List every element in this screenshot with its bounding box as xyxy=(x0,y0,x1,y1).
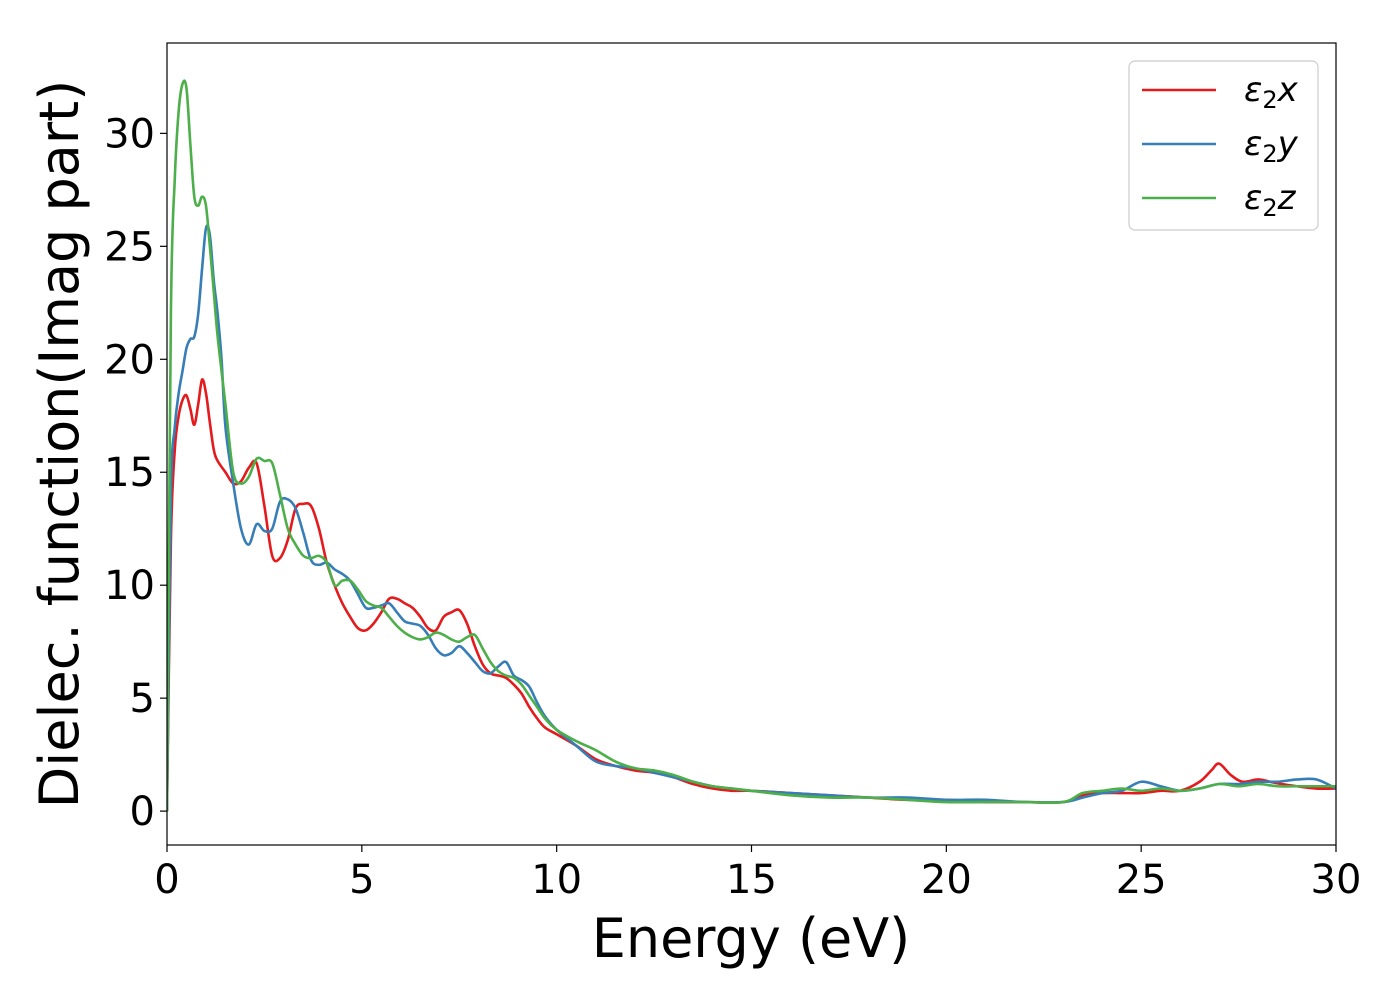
y-tick-label: 15 xyxy=(104,450,155,496)
series-line-z xyxy=(167,79,1336,812)
x-tick-label: 25 xyxy=(1116,857,1167,903)
plot-frame xyxy=(166,42,1337,846)
legend-label-x: ε2x xyxy=(1244,70,1299,114)
legend-box xyxy=(1128,60,1319,231)
ticks-layer: 0 5 10 15 20 25 30 0 5 10 15 20 25 30 xyxy=(104,111,1361,903)
series-layer xyxy=(167,79,1336,812)
y-axis-label: Dielec. function(Imag part) xyxy=(28,80,91,809)
y-tick-label: 30 xyxy=(104,111,155,157)
y-tick-label: 5 xyxy=(130,676,155,722)
y-tick-label: 10 xyxy=(104,563,155,609)
x-tick-label: 0 xyxy=(154,857,179,903)
x-tick-label: 30 xyxy=(1311,857,1362,903)
x-axis-label: Energy (eV) xyxy=(592,907,911,970)
x-tick-label: 20 xyxy=(921,857,972,903)
x-tick-label: 10 xyxy=(531,857,582,903)
legend-label-z: ε2z xyxy=(1244,178,1297,222)
y-tick-label: 20 xyxy=(104,337,155,383)
legend-label-y: ε2y xyxy=(1244,124,1299,168)
y-tick-label: 25 xyxy=(104,224,155,270)
x-tick-label: 5 xyxy=(349,857,374,903)
legend: ε2x ε2y ε2z xyxy=(1128,60,1319,231)
x-tick-label: 15 xyxy=(726,857,777,903)
y-tick-label: 0 xyxy=(130,789,155,835)
